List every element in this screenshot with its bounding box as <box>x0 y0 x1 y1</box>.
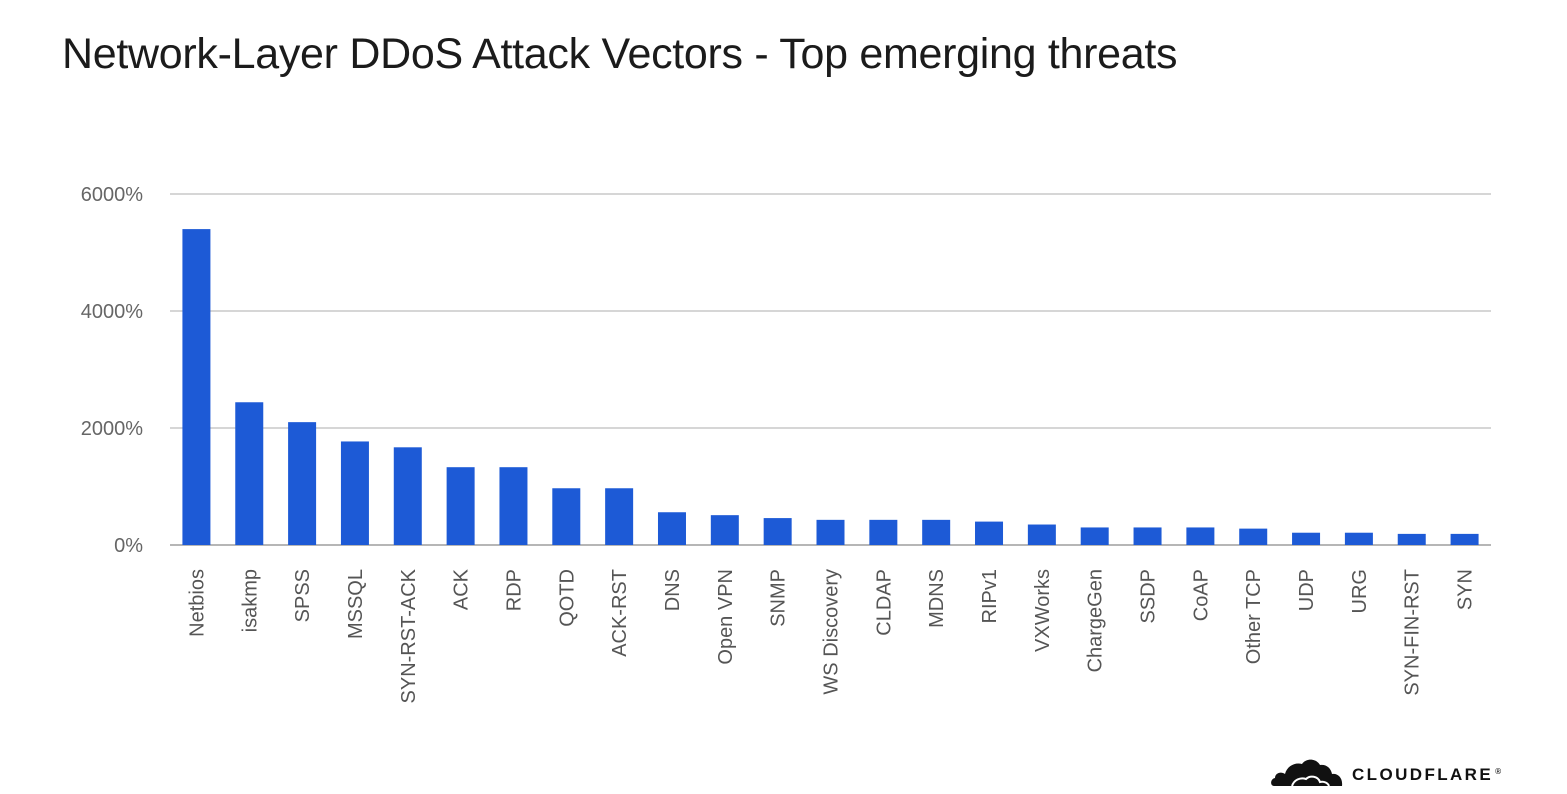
y-tick-label: 0% <box>114 535 143 557</box>
x-tick-label: SNMP <box>768 569 790 627</box>
x-tick-label: MDNS <box>926 569 948 628</box>
x-tick-label: SYN-FIN-RST <box>1402 569 1424 696</box>
x-tick-label: RIPv1 <box>979 569 1001 623</box>
bar-urg <box>1344 532 1373 545</box>
y-tick-label: 4000% <box>81 301 143 323</box>
bar-mdns <box>922 519 951 545</box>
bars <box>182 229 1479 545</box>
bar-cldap <box>869 519 898 545</box>
bar-mssql <box>340 441 369 545</box>
bar-ack <box>446 467 475 545</box>
cloud-icon <box>1271 759 1343 787</box>
x-tick-label: DNS <box>662 569 684 611</box>
x-tick-label: VXWorks <box>1032 569 1054 652</box>
bar-syn <box>1450 533 1479 545</box>
bar-rdp <box>499 467 528 545</box>
bar-spss <box>288 422 317 545</box>
bar-dns <box>657 512 686 545</box>
bar-syn-rst-ack <box>393 447 422 545</box>
x-tick-label: Other TCP <box>1243 569 1265 664</box>
bar-ssdp <box>1133 527 1162 545</box>
x-tick-label: SYN-RST-ACK <box>398 568 420 703</box>
x-axis-ticks: Netbios isakmp SPSS MSSQL SYN-RST-ACK ACK RDP Q… <box>186 568 1476 703</box>
gridlines <box>170 193 1491 546</box>
x-tick-label: CoAP <box>1190 569 1212 621</box>
x-tick-label: RDP <box>503 569 525 611</box>
x-tick-label: ACK <box>451 568 473 610</box>
bar-coap <box>1186 527 1215 545</box>
chart-title: Network-Layer DDoS Attack Vectors - Top … <box>62 30 1178 78</box>
logo-wordmark: CLOUDFLARE <box>1352 765 1494 784</box>
y-tick-label: 6000% <box>81 184 143 206</box>
x-tick-label: SPSS <box>292 569 314 622</box>
x-tick-label: UDP <box>1296 569 1318 611</box>
x-tick-label: URG <box>1349 569 1371 613</box>
bar-vxworks <box>1027 524 1056 545</box>
x-tick-label: Open VPN <box>715 569 737 665</box>
bar-ripv1 <box>975 521 1004 545</box>
bar-udp <box>1292 532 1321 545</box>
bar-open-vpn <box>710 515 739 545</box>
cloudflare-logo: CLOUDFLARE ® <box>1270 748 1502 790</box>
bar-chargegen <box>1080 527 1109 545</box>
bar-qotd <box>552 488 581 545</box>
x-tick-label: Netbios <box>186 569 208 637</box>
bar-ws-discovery <box>816 519 845 545</box>
y-tick-label: 2000% <box>81 418 143 440</box>
x-tick-label: CLDAP <box>873 569 895 636</box>
x-tick-label: ChargeGen <box>1085 569 1107 672</box>
bar-isakmp <box>235 402 264 545</box>
x-tick-label: SYN <box>1455 569 1477 610</box>
bar-ack-rst <box>605 488 634 545</box>
x-tick-label: QOTD <box>556 569 578 627</box>
x-tick-label: ACK-RST <box>609 569 631 657</box>
x-tick-label: MSSQL <box>345 569 367 639</box>
bar-other-tcp <box>1239 528 1268 545</box>
bar-snmp <box>763 518 792 545</box>
y-axis-ticks: 0% 2000% 4000% 6000% <box>81 184 143 557</box>
x-tick-label: SSDP <box>1138 569 1160 623</box>
bar-netbios <box>182 229 211 545</box>
x-tick-label: WS Discovery <box>821 569 843 695</box>
bar-syn-fin-rst <box>1397 533 1426 545</box>
trademark-mark: ® <box>1494 766 1503 776</box>
x-tick-label: isakmp <box>239 569 261 632</box>
